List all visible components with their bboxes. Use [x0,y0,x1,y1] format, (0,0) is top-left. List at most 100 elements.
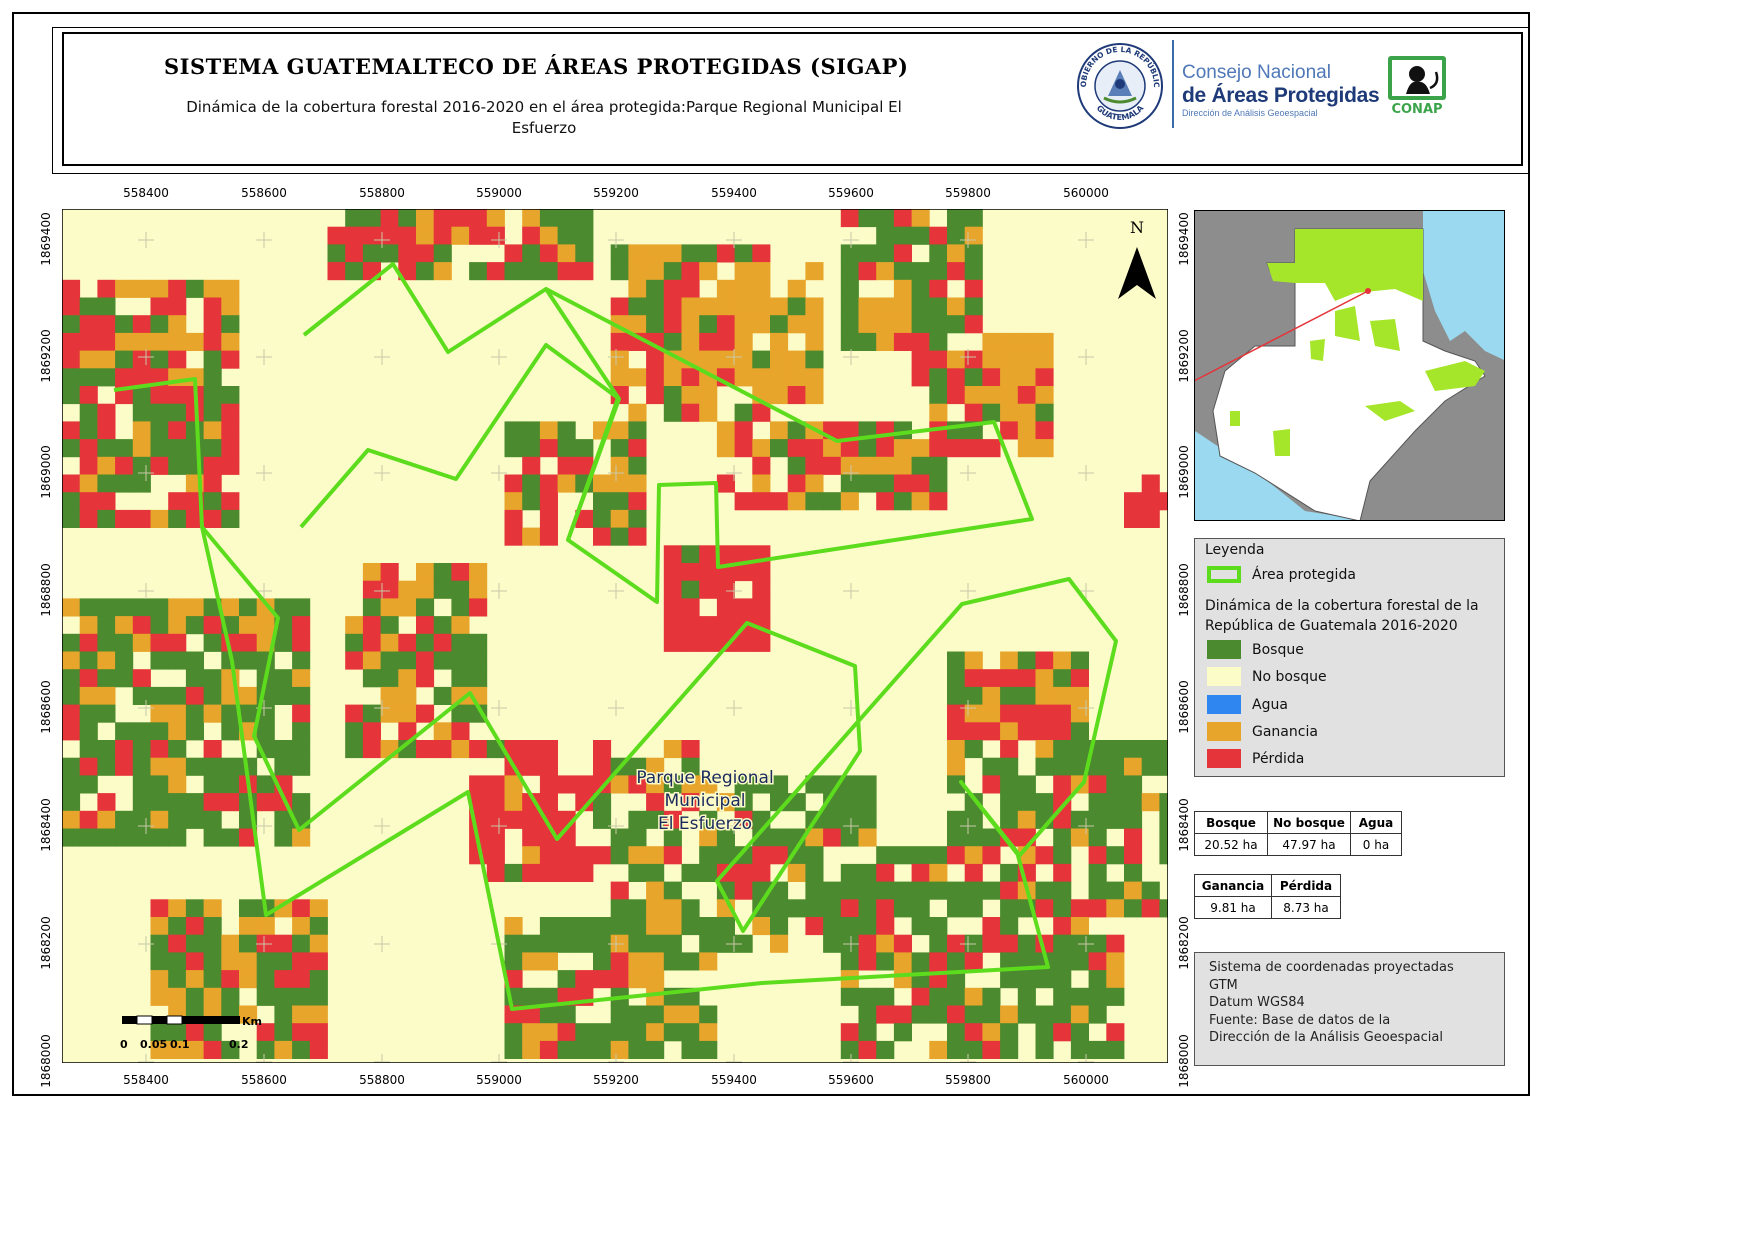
land-cover-cell [150,793,169,812]
land-cover-cell [610,492,629,511]
land-cover-cell [292,970,311,989]
land-cover-cell [982,669,1001,688]
land-cover-cell [451,651,470,670]
land-cover-cell [274,1040,293,1059]
land-cover-cell [380,244,399,263]
main-map[interactable]: Parque Regional Municipal El Esfuerzo N [62,209,1168,1063]
land-cover-cell [858,952,877,971]
land-cover-cell [79,669,98,688]
land-cover-cell [1000,917,1019,936]
land-cover-cell [1070,722,1089,741]
land-cover-cell [398,226,417,245]
land-cover-cell [805,863,824,882]
land-cover-cell [1070,987,1089,1006]
land-cover-cell [292,917,311,936]
x-tick-top-559200: 559200 [593,186,639,200]
land-cover-cell [557,1023,576,1042]
land-cover-cell [628,439,647,458]
land-cover-cell [79,456,98,475]
land-cover-cell [858,863,877,882]
land-cover-cell [593,793,612,812]
legend-swatch [1207,667,1241,686]
land-cover-cell [929,279,948,298]
grid-cross [608,818,624,834]
land-cover-cell [185,917,204,936]
land-cover-cell [185,686,204,705]
grid-cross [960,1054,976,1063]
land-cover-cell [1000,863,1019,882]
land-cover-cell [770,775,789,794]
land-cover-cell [663,775,682,794]
land-cover-cell [610,1040,629,1059]
land-cover-cell [168,315,187,334]
land-cover-cell [840,952,859,971]
land-cover-cell [274,970,293,989]
land-cover-cell [1017,934,1036,953]
land-cover-cell [62,793,81,812]
land-cover-cell [115,350,134,369]
land-cover-cell [185,598,204,617]
land-cover-cell [203,315,222,334]
land-cover-cell [1053,828,1072,847]
land-cover-cell [150,421,169,440]
land-cover-cell [203,775,222,794]
land-cover-cell [628,403,647,422]
land-cover-cell [1035,1005,1054,1024]
land-cover-cell [132,279,151,298]
grid-cross [256,936,272,952]
land-cover-cell [62,686,81,705]
land-cover-cell [97,828,116,847]
land-cover-cell [221,332,240,351]
land-cover-cell [62,297,81,316]
land-cover-cell [628,810,647,829]
land-cover-cell [628,421,647,440]
land-cover-cell [699,563,718,582]
land-cover-cell [663,598,682,617]
land-cover-cell [451,704,470,723]
grid-cross [726,700,742,716]
land-cover-cell [62,757,81,776]
land-cover-cell [97,421,116,440]
land-cover-cell [575,934,594,953]
land-cover-cell [504,934,523,953]
land-cover-cell [716,633,735,652]
grid-cross [374,700,390,716]
land-cover-cell [699,350,718,369]
land-cover-cell [150,403,169,422]
land-cover-cell [79,315,98,334]
land-cover-cell [274,598,293,617]
land-cover-cell [185,704,204,723]
land-cover-cell [168,934,187,953]
land-cover-cell [433,209,452,228]
land-cover-cell [840,297,859,316]
land-cover-cell [362,226,381,245]
land-cover-cell [858,987,877,1006]
land-cover-cell [734,421,753,440]
land-cover-cell [115,368,134,387]
x-tick-top-558800: 558800 [359,186,405,200]
grid-cross [726,1054,742,1063]
land-cover-cell [858,899,877,918]
land-cover-cell [97,474,116,493]
land-cover-cell [770,828,789,847]
land-cover-cell [1035,686,1054,705]
land-cover-cell [256,952,275,971]
legend-label: No bosque [1252,668,1327,685]
land-cover-cell [876,881,895,900]
land-cover-cell [504,1023,523,1042]
land-cover-cell [539,509,558,528]
land-cover-cell [628,1040,647,1059]
land-cover-cell [256,793,275,812]
land-cover-cell [362,209,381,228]
land-cover-cell [168,987,187,1006]
stats-value-bosque: 20.52 ha [1194,833,1268,856]
x-tick-top-559400: 559400 [711,186,757,200]
land-cover-cell [522,828,541,847]
land-cover-cell [1070,828,1089,847]
land-cover-cell [628,863,647,882]
land-cover-cell [256,917,275,936]
grid-cross [608,465,624,481]
land-cover-cell [964,669,983,688]
land-cover-cell [575,1040,594,1059]
land-cover-cell [911,917,930,936]
